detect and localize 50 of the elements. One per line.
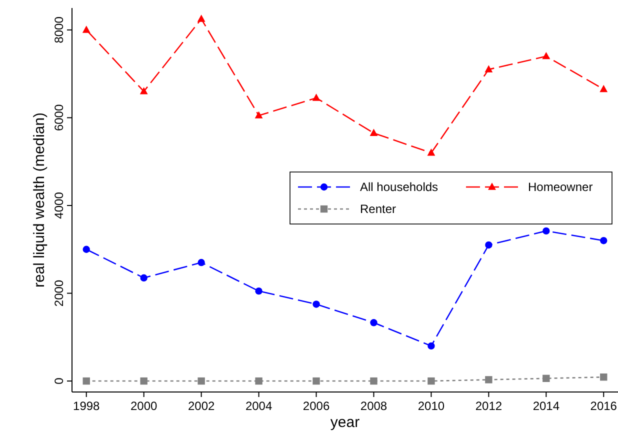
point: [484, 65, 493, 72]
point: [312, 94, 320, 101]
point: [370, 319, 378, 326]
point: [140, 87, 148, 94]
point: [600, 373, 608, 381]
y-tick-label: 6000: [52, 104, 66, 132]
point: [542, 52, 550, 60]
y-tick-label: 0: [52, 377, 66, 384]
point: [254, 111, 263, 118]
point: [370, 377, 378, 385]
legend-label: Renter: [360, 202, 396, 216]
y-axis-title: real liquid wealth (median): [31, 112, 48, 288]
x-tick-label: 2014: [532, 399, 560, 413]
point: [427, 148, 436, 156]
point: [312, 300, 320, 308]
point: [485, 376, 492, 384]
point: [255, 377, 262, 385]
x-tick-label: 2010: [418, 399, 445, 413]
x-axis-title: year: [330, 414, 360, 431]
legend-label: Homeowner: [528, 180, 593, 194]
point: [600, 236, 608, 244]
x-tick-label: 2016: [590, 399, 618, 413]
point: [82, 246, 90, 253]
point: [542, 227, 550, 235]
y-tick-label: 4000: [52, 192, 66, 219]
point: [198, 258, 205, 266]
point: [428, 377, 435, 385]
point: [370, 128, 378, 136]
x-tick-label: 2004: [245, 399, 272, 413]
y-tick-label: 8000: [52, 16, 66, 44]
point: [197, 14, 206, 22]
x-tick-label: 1998: [73, 399, 100, 413]
point: [82, 26, 90, 33]
point: [312, 377, 320, 385]
y-tick-label: 2000: [52, 280, 66, 307]
point: [485, 241, 492, 249]
x-tick-label: 2006: [302, 399, 330, 413]
x-tick-label: 2000: [130, 399, 158, 413]
x-tick-label: 2008: [360, 399, 388, 413]
point: [82, 377, 90, 385]
x-tick-label: 2002: [188, 399, 215, 413]
point: [428, 342, 435, 350]
x-tick-label: 2012: [475, 399, 502, 413]
legend-label: All households: [360, 180, 438, 194]
point: [140, 274, 148, 282]
point: [255, 287, 262, 295]
point: [140, 377, 148, 385]
point: [600, 84, 608, 92]
point: [198, 377, 205, 385]
point: [542, 374, 550, 382]
